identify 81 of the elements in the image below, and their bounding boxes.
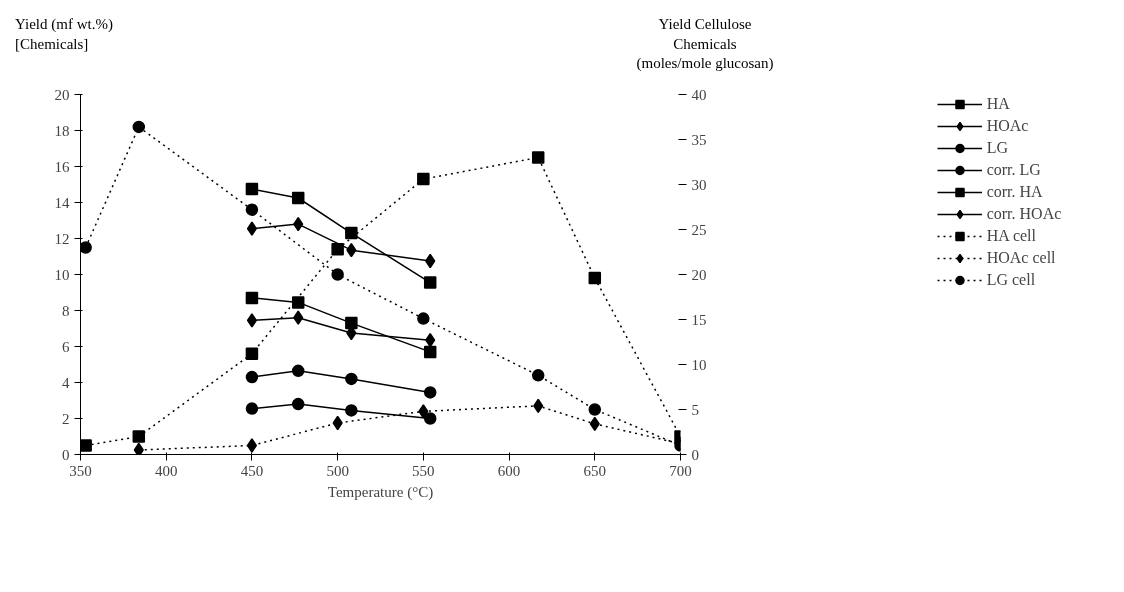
y-tick-label: 8 [62,302,70,318]
point [246,220,258,236]
point [291,295,305,309]
x-tick-label: 500 [326,462,349,478]
y2-tick-label: 10 [691,356,707,372]
legend-label: corr. HA [986,182,1043,201]
point [132,429,146,443]
y2-axis-title: Yield Cellulose Chemicals (moles/mole glucosan) [636,15,774,73]
point [245,370,259,383]
point [345,316,358,329]
point [245,291,259,304]
point [331,242,344,256]
point [246,312,258,328]
x-tick-label: 400 [154,462,178,478]
point [423,275,437,289]
legend-label: LG cell [986,270,1036,289]
point [589,416,600,431]
y-tick-label: 14 [54,194,70,210]
point [80,438,92,452]
y-tick-label: 6 [62,338,70,354]
point [291,397,305,410]
point [588,271,602,284]
y2-tick-label: 40 [691,86,707,102]
x-tick-label: 550 [412,462,435,478]
point [533,398,544,413]
point [291,191,305,204]
point [332,415,343,430]
point [245,182,259,195]
x-tick-label: 350 [69,462,92,478]
point [423,385,437,399]
point [245,401,259,415]
y2-tick-label: 20 [691,266,707,282]
y-tick-label: 16 [54,158,70,174]
y2-tick-label: 5 [691,401,699,417]
legend-label: corr. LG [986,160,1041,179]
point [245,346,259,360]
x-tick-label: 650 [583,462,607,478]
y-tick-label: 4 [62,374,70,390]
y2-tick-label: 30 [691,176,707,192]
y-tick-label: 0 [62,446,70,462]
point [345,372,358,385]
y-tick-label: 20 [54,86,70,102]
point [417,172,430,185]
point [425,332,436,347]
x-axis-title: Temperature (°C) [327,483,434,500]
point [588,402,602,416]
point [345,403,358,417]
y2-tick-label: 35 [691,131,707,147]
y2-tick-label: 0 [691,446,699,462]
point [331,267,344,281]
point [245,202,259,216]
point [246,437,258,453]
y-axis-title: Yield (mf wt.%) [Chemicals] [15,15,113,54]
legend-label: HOAc cell [986,248,1056,267]
legend-label: corr. HOAc [986,204,1062,223]
legend-label: HA cell [986,226,1036,245]
point [293,216,304,231]
y-tick-label: 10 [54,266,70,282]
point [345,226,358,239]
point [417,311,430,325]
point [346,242,357,257]
y2-tick-label: 25 [691,221,707,237]
point [425,253,436,268]
legend-label: LG [986,138,1008,157]
point [133,442,144,454]
point [291,364,305,377]
point [80,240,92,254]
y2-tick-label: 15 [691,311,707,327]
point [423,345,437,358]
x-tick-label: 450 [240,462,264,478]
point [531,150,545,164]
point [423,411,437,425]
point [132,120,146,133]
y-tick-label: 2 [62,410,70,426]
y-tick-label: 12 [54,230,70,246]
legend-label: HOAc [986,116,1029,135]
legend-label: HA [986,94,1010,113]
x-tick-label: 600 [497,462,521,478]
point [531,368,545,382]
x-tick-label: 700 [669,462,692,478]
y-tick-label: 18 [54,122,70,138]
